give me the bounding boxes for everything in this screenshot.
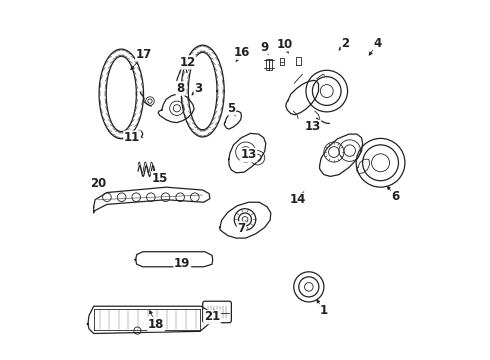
- Text: 15: 15: [151, 172, 168, 185]
- Text: 16: 16: [233, 46, 249, 59]
- Text: 3: 3: [195, 82, 202, 95]
- Text: 11: 11: [124, 131, 140, 144]
- Text: 21: 21: [204, 310, 220, 324]
- Text: 8: 8: [176, 82, 185, 95]
- Text: 13: 13: [304, 121, 320, 134]
- Text: 2: 2: [342, 37, 349, 50]
- Text: 20: 20: [91, 177, 107, 190]
- Text: 9: 9: [261, 41, 269, 54]
- Text: 12: 12: [179, 56, 196, 69]
- Text: 13: 13: [241, 148, 257, 161]
- Text: 18: 18: [148, 318, 164, 331]
- Text: 17: 17: [136, 48, 152, 61]
- Text: 4: 4: [373, 37, 382, 50]
- Text: 6: 6: [392, 190, 400, 203]
- Text: 14: 14: [290, 193, 306, 206]
- Text: 1: 1: [320, 305, 328, 318]
- Text: 10: 10: [276, 38, 293, 51]
- Text: 19: 19: [174, 257, 191, 270]
- Text: 5: 5: [227, 102, 236, 115]
- Text: 7: 7: [237, 222, 245, 235]
